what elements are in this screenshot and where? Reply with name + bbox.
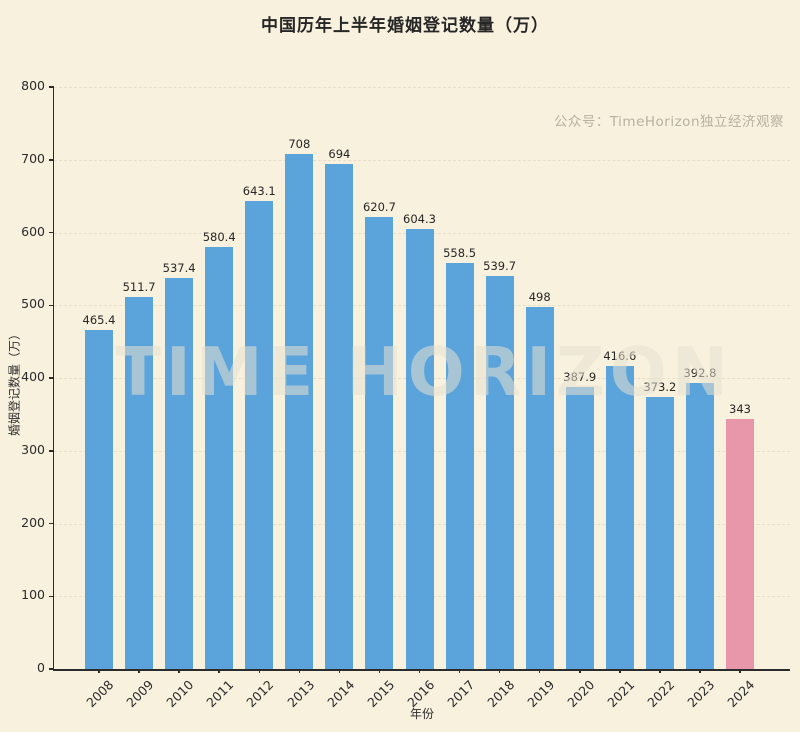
bar <box>285 153 314 669</box>
x-tick-label: 2023 <box>684 677 718 711</box>
bar <box>525 306 554 669</box>
axis-spine-left <box>52 87 54 671</box>
x-tick-mark <box>659 669 661 673</box>
x-tick-mark <box>418 669 421 673</box>
bar-value-label: 539.7 <box>483 259 517 274</box>
bar <box>245 201 274 669</box>
y-tick-mark <box>49 231 54 234</box>
y-tick-mark <box>49 159 54 161</box>
y-tick-mark <box>49 377 54 379</box>
gridline <box>54 87 790 88</box>
y-tick-label: 700 <box>21 150 45 166</box>
x-tick-label: 2017 <box>444 677 478 711</box>
bar-value-label: 537.4 <box>162 261 196 276</box>
y-tick-mark <box>49 86 54 88</box>
x-tick-mark <box>178 669 180 673</box>
y-tick-label: 500 <box>21 296 45 312</box>
x-tick-mark <box>298 669 301 673</box>
bar-value-label: 373.2 <box>643 380 677 395</box>
x-tick-mark <box>338 669 341 673</box>
bar <box>605 365 634 669</box>
x-tick-label: 2018 <box>484 677 518 711</box>
bar <box>445 262 474 669</box>
axis-spine-bottom <box>52 669 790 671</box>
x-tick-label: 2020 <box>564 677 598 711</box>
x-tick-label: 2010 <box>163 677 197 711</box>
x-tick-mark <box>378 669 381 673</box>
y-tick-label: 800 <box>21 78 45 93</box>
y-tick-label: 600 <box>21 223 45 239</box>
y-tick-mark <box>49 668 54 670</box>
x-tick-mark <box>98 669 100 673</box>
bar-value-label: 387.9 <box>563 369 597 384</box>
bar-value-label: 708 <box>288 136 311 151</box>
bar-value-label: 343 <box>729 402 751 417</box>
bar-value-label: 465.4 <box>82 313 116 328</box>
bar-value-label: 416.6 <box>603 348 637 363</box>
x-tick-label: 2008 <box>83 677 117 711</box>
bar <box>125 296 154 669</box>
bar-value-label: 643.1 <box>242 184 276 199</box>
bar <box>85 330 113 669</box>
watermark-account-text: 公众号：TimeHorizon独立经济观察 <box>553 114 784 130</box>
bar <box>485 276 514 669</box>
bar <box>205 246 234 669</box>
bar <box>645 397 674 669</box>
bar-value-label: 511.7 <box>122 279 156 294</box>
y-tick-mark <box>49 522 54 525</box>
bar-value-label: 604.3 <box>403 212 436 227</box>
bar <box>565 386 594 669</box>
bar <box>685 383 714 669</box>
x-tick-mark <box>258 669 260 673</box>
bar-value-label: 558.5 <box>443 245 477 260</box>
x-tick-label: 2015 <box>363 677 398 711</box>
x-axis-title: 年份 <box>409 707 435 721</box>
x-tick-label: 2021 <box>604 677 638 711</box>
x-tick-mark <box>538 669 541 673</box>
x-tick-label: 2019 <box>524 677 558 711</box>
x-tick-mark <box>218 669 220 673</box>
bar-value-label: 694 <box>328 147 351 162</box>
x-tick-label: 2013 <box>283 677 317 711</box>
y-tick-label: 100 <box>21 587 45 603</box>
y-tick-mark <box>49 450 54 452</box>
y-tick-label: 200 <box>21 514 45 530</box>
x-tick-mark <box>498 669 501 673</box>
x-tick-label: 2022 <box>644 677 678 711</box>
x-tick-label: 2014 <box>323 677 357 711</box>
bar <box>726 419 754 669</box>
x-tick-mark <box>619 669 621 673</box>
bar <box>405 229 434 669</box>
x-tick-label: 2012 <box>243 677 277 711</box>
x-tick-label: 2011 <box>203 677 237 711</box>
y-tick-label: 400 <box>21 369 45 384</box>
bar-value-label: 620.7 <box>362 200 396 215</box>
y-tick-mark <box>49 304 54 306</box>
x-tick-mark <box>699 669 701 673</box>
plot-area: 465.4 511.7 537.4 580.4 643.1 708 694 620.7 604.… <box>54 87 790 669</box>
bar-value-label: 498 <box>528 289 551 304</box>
y-tick-label: 0 <box>37 660 45 675</box>
bar <box>165 278 194 669</box>
bar <box>365 217 394 669</box>
x-tick-label: 2024 <box>724 677 758 711</box>
x-tick-label: 2009 <box>123 677 157 711</box>
x-tick-mark <box>739 669 741 673</box>
gridline <box>54 159 790 161</box>
bar-value-label: 392.8 <box>683 366 717 381</box>
chart-title: 中国历年上半年婚姻登记数量（万） <box>261 16 549 36</box>
y-tick-mark <box>49 595 54 597</box>
x-tick-mark <box>458 669 461 673</box>
bar-value-label: 580.4 <box>202 229 236 244</box>
x-tick-mark <box>138 669 140 673</box>
bar <box>325 164 354 669</box>
y-tick-label: 300 <box>21 441 45 457</box>
x-tick-mark <box>579 669 581 673</box>
